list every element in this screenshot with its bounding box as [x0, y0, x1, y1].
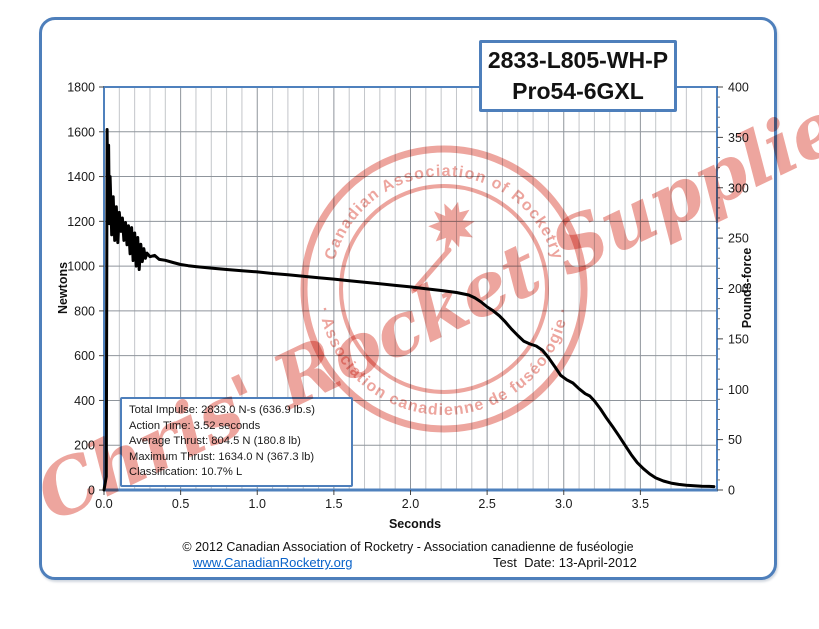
maple-leaf-icon: [428, 201, 475, 253]
stat-total-impulse: Total Impulse: 2833.0 N-s (636.9 lb.s): [129, 404, 315, 416]
y-right-tick-label: 100: [728, 383, 749, 397]
stat-average-thrust: Average Thrust: 804.5 N (180.8 lb): [129, 435, 301, 447]
report-border-frame: [39, 17, 777, 580]
y-left-tick-label: 400: [74, 394, 95, 408]
y-left-tick-label: 200: [74, 439, 95, 453]
x-tick-label: 1.0: [249, 497, 266, 511]
certification-stamp: Canadian Association of Rocketry· Associ…: [300, 145, 588, 433]
y-right-tick-label: 200: [728, 282, 749, 296]
test-date: Test Date: 13-April-2012: [493, 555, 637, 570]
y-left-tick-label: 1000: [67, 260, 95, 274]
x-axis-title: Seconds: [388, 517, 442, 531]
y-right-tick-label: 400: [728, 81, 749, 95]
right-axis-title: Pounds-force: [740, 247, 754, 329]
motor-designation-box: 2833-L805-WH-P Pro54-6GXL: [479, 40, 677, 112]
y-right-tick-label: 250: [728, 232, 749, 246]
website-link[interactable]: www.CanadianRocketry.org: [193, 555, 353, 570]
left-axis-title: Newtons: [56, 261, 70, 315]
y-right-tick-label: 300: [728, 181, 749, 195]
y-left-tick-label: 1200: [67, 215, 95, 229]
stamp-outer-ring: [300, 145, 588, 433]
y-left-tick-label: 0: [88, 484, 95, 498]
x-tick-label: 2.5: [478, 497, 495, 511]
motor-designation: 2833-L805-WH-P: [487, 47, 669, 73]
y-right-tick-label: 150: [728, 332, 749, 346]
x-tick-label: 3.5: [632, 497, 649, 511]
x-tick-label: 2.0: [402, 497, 419, 511]
y-right-tick-label: 50: [728, 433, 742, 447]
stat-action-time: Action Time: 3.52 seconds: [129, 419, 261, 432]
stamp-bottom-text: · Association canadienne de fuséologie ·: [315, 305, 572, 419]
x-tick-label: 0.0: [95, 497, 112, 511]
y-right-tick-label: 0: [728, 484, 735, 498]
motor-model: Pro54-6GXL: [512, 78, 644, 104]
y-left-tick-label: 800: [74, 304, 95, 318]
y-left-tick-label: 1600: [67, 125, 95, 139]
x-tick-label: 1.5: [325, 497, 342, 511]
stat-maximum-thrust: Maximum Thrust: 1634.0 N (367.3 lb): [129, 450, 315, 463]
motor-stats-box: Total Impulse: 2833.0 N-s (636.9 lb.s) A…: [120, 397, 353, 487]
leaf-stem: [412, 247, 452, 292]
y-left-tick-label: 1800: [67, 81, 95, 95]
x-tick-label: 0.5: [172, 497, 189, 511]
x-tick-label: 3.0: [555, 497, 572, 511]
stat-classification: Classification: 10.7% L: [129, 466, 243, 478]
y-right-tick-label: 350: [728, 131, 749, 145]
copyright-line: © 2012 Canadian Association of Rocketry …: [182, 540, 634, 554]
y-left-tick-label: 600: [74, 349, 95, 363]
y-left-tick-label: 1400: [67, 170, 95, 184]
stamp-inner-ring: [339, 184, 549, 394]
